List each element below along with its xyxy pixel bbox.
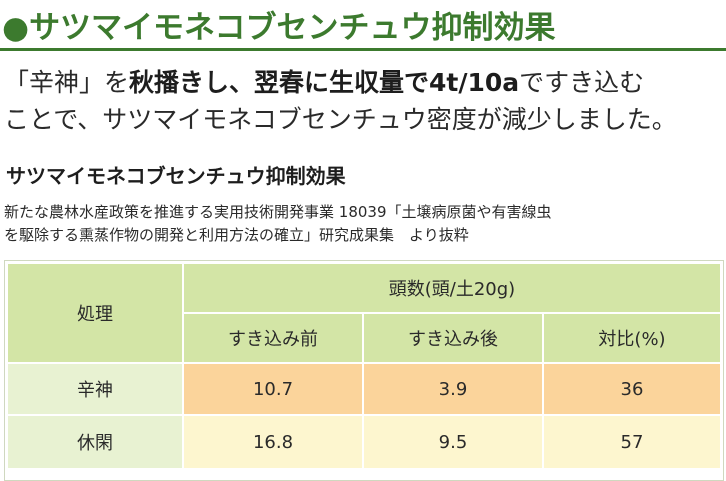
source-line-1: 新たな農林水産政策を推進する実用技術開発事業 18039「土壌病原菌や有害線虫 [4, 203, 552, 221]
cell-value: 57 [542, 414, 722, 470]
column-header-before: すき込み前 [182, 312, 364, 364]
row-label-kyukan: 休閑 [6, 414, 184, 470]
lead-line-1: 「辛神」を秋播きし、翌春に生収量で4t/10aですき込む [4, 64, 726, 101]
header-divider [0, 48, 726, 51]
source-line-2: を駆除する熏蒸作物の開発と利用方法の確立」研究成果集 より抜粋 [4, 226, 469, 244]
source-citation: 新たな農林水産政策を推進する実用技術開発事業 18039「土壌病原菌や有害線虫 … [4, 201, 724, 247]
lead-line-1-pre: 「辛神」を [4, 68, 130, 97]
treatment-header: 処理 [6, 262, 184, 364]
cell-value: 16.8 [182, 414, 364, 470]
column-header-ratio: 対比(%) [542, 312, 722, 364]
page-title: ●サツマイモネコブセンチュウ抑制効果 [2, 2, 555, 47]
cell-value: 10.7 [182, 362, 364, 416]
lead-line-1-post: ですき込む [519, 68, 645, 97]
page-header: ●サツマイモネコブセンチュウ抑制効果 [0, 0, 726, 51]
bullet-icon: ● [2, 10, 30, 46]
cell-value: 9.5 [362, 414, 544, 470]
count-header: 頭数(頭/土20g) [182, 262, 722, 314]
table-row: 休閑 16.8 9.5 57 [6, 414, 722, 470]
page-title-text: サツマイモネコブセンチュウ抑制効果 [29, 10, 556, 46]
lead-paragraph: 「辛神」を秋播きし、翌春に生収量で4t/10aですき込む ことで、サツマイモネコ… [4, 64, 726, 138]
section-title: サツマイモネコブセンチュウ抑制効果 [6, 164, 346, 188]
lead-line-1-emphasis: 秋播きし、翌春に生収量で4t/10a [129, 68, 520, 97]
cell-value: 3.9 [362, 362, 544, 416]
row-label-shinjin: 辛神 [6, 362, 184, 416]
nematode-table: 処理 頭数(頭/土20g) すき込み前 すき込み後 対比(%) 辛神 10.7 … [6, 262, 722, 470]
lead-line-2: ことで、サツマイモネコブセンチュウ密度が減少しました。 [4, 105, 677, 134]
column-header-after: すき込み後 [362, 312, 544, 364]
table-row: 辛神 10.7 3.9 36 [6, 362, 722, 416]
cell-value: 36 [542, 362, 722, 416]
